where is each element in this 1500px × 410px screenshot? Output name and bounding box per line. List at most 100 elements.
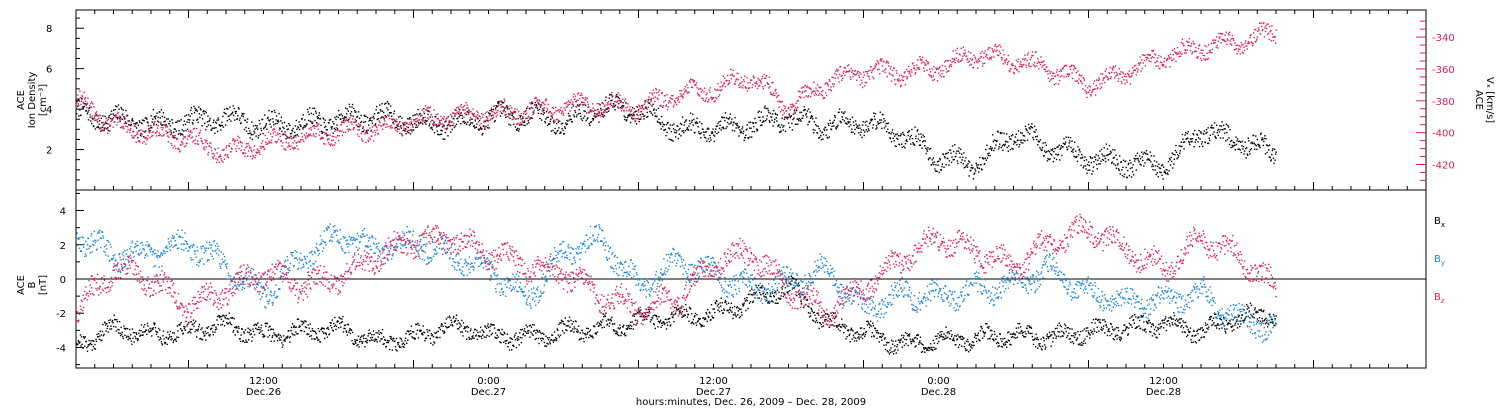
vx-point [1138,64,1140,66]
ion-density-point [1039,146,1041,149]
ion-density-point [700,137,702,139]
bx-point [143,331,145,333]
bx-point [189,328,191,331]
ion-density-point [106,128,108,130]
ion-density-point [1243,150,1246,152]
ion-density-point [186,128,189,131]
ion-density-point [906,140,908,143]
vx-point [1172,54,1175,56]
ion-density-point [208,120,210,123]
ion-density-point [919,144,922,146]
vx-point [367,139,369,142]
vx-point [783,104,785,107]
ion-density-point [133,123,135,125]
ion-density-point [1113,163,1115,165]
ion-density-point [178,120,181,122]
ion-density-point [427,110,430,112]
ion-density-point [1060,145,1063,147]
vx-point [264,148,266,150]
vx-point [409,121,411,124]
ion-density-point [942,153,945,156]
ion-density-point [186,121,188,123]
vx-point [1159,67,1161,70]
vx-point [886,60,888,62]
vx-point [766,75,768,77]
vx-point [788,113,790,115]
vx-point [1170,57,1172,59]
ion-density-point [1242,145,1245,148]
ion-density-point [778,124,780,126]
ion-density-point [1016,143,1018,146]
vx-point [1039,61,1041,64]
ion-density-point [1051,154,1053,156]
ion-density-point [254,124,257,127]
vx-point [297,148,299,150]
vx-point [459,105,461,107]
ion-density-point [393,112,395,115]
vx-point [1077,82,1080,84]
ion-density-point [863,134,865,137]
vx-point [1240,46,1242,48]
ion-density-point [266,117,269,120]
vx-point [754,85,757,87]
vx-point [1037,61,1040,63]
ion-density-point [633,117,635,120]
ion-density-point [170,132,173,134]
ion-density-point [414,114,416,116]
vx-point [415,121,418,123]
vx-point [199,131,201,134]
vx-point [260,142,263,145]
vx-point [703,87,706,89]
bx-point [127,335,130,338]
x-tick-time-label: 0:00 [477,376,499,387]
ion-density-point [695,122,697,125]
bx-point [179,327,182,330]
ion-density-point [763,107,766,109]
vx-point [583,102,585,104]
ion-density-point [978,167,981,170]
ion-density-point [416,126,419,128]
vx-point [991,47,993,50]
ion-density-point [704,131,706,134]
ion-density-point [528,107,531,110]
vx-point [262,146,265,148]
ion-density-point [412,114,414,117]
bx-point [177,336,180,339]
ion-density-point [866,130,869,133]
ion-density-point [715,128,717,130]
vx-point [457,106,459,108]
ion-density-point [669,128,671,130]
ion-density-point [1003,145,1006,147]
vx-point [916,66,918,69]
vx-point [859,71,861,74]
x-tick-time-label: 0:00 [927,376,949,387]
vx-point [767,83,770,86]
vx-point [347,130,350,132]
bx-point [104,324,107,326]
bx-point [156,331,159,333]
ion-density-point [916,130,918,132]
ion-density-point [537,112,540,115]
ion-density-point [1256,138,1259,141]
bx-point [133,331,136,334]
vx-point [1197,47,1200,50]
vx-point [1143,54,1145,56]
ion-density-point [1271,149,1274,152]
ion-density-point [1248,140,1250,142]
ion-density-point [931,159,933,161]
vx-point [157,125,159,127]
ion-density-point [812,128,815,131]
vx-point [383,123,385,125]
ion-density-point [692,124,695,126]
vx-point [294,147,296,149]
vx-point [494,108,497,111]
vx-point [460,103,463,106]
ion-density-point [474,127,476,129]
vx-point [1137,62,1140,64]
vx-point [172,135,175,137]
vx-point [258,151,261,153]
vx-point [232,139,235,141]
vx-point [314,136,317,138]
ion-density-point [1118,169,1120,171]
vx-point [969,64,971,66]
